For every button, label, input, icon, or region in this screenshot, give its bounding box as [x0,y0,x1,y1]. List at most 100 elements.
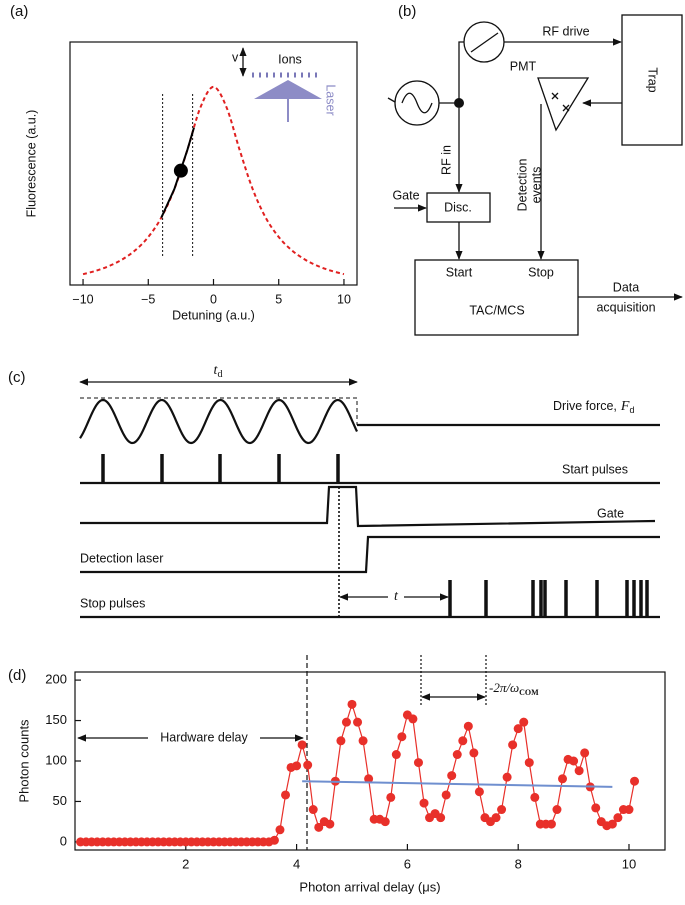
panel-label: (b) [398,3,416,20]
label: PMT [510,59,537,73]
data-point [419,798,429,808]
data-point [380,817,390,827]
data-point [341,717,351,727]
label: Start [446,265,473,279]
data-point [607,819,617,829]
inset-label: Laser [324,84,338,115]
data-point [347,699,357,709]
label: td [214,363,223,380]
data-point [397,732,407,742]
data-point [502,772,512,782]
x-tick-label: 10 [337,292,351,306]
label: events [529,167,543,204]
x-tick-label: −10 [72,292,93,306]
label: Hardware delay [160,730,248,744]
data-point [558,774,568,784]
data-point [447,771,457,781]
data-point [591,803,601,813]
data-point [173,163,188,178]
envelope [80,397,358,425]
inset-label: Ions [278,52,302,66]
laser-beam [254,80,322,99]
label: RF drive [542,24,589,38]
x-tick-label: 5 [275,292,282,306]
data-point [391,750,401,760]
diagram: RF drive Trap PMT Detection events RF in… [387,14,683,336]
timing-diagram: td Drive force, Fd Start pulses Gate Dete… [79,363,660,619]
data-point [314,822,324,832]
label: RF in [439,145,453,175]
panel-label: (a) [10,3,28,20]
data-point [497,805,507,815]
label: Data [613,280,639,294]
y-axis-label: Fluorescence (a.u.) [24,110,38,218]
data-point [624,805,634,815]
phase-shifter [470,32,499,53]
y-tick-label: 200 [45,672,67,687]
pmt [537,77,590,132]
trap [621,14,683,146]
wire [458,41,464,103]
label: acquisition [596,300,655,314]
label: TAC/MCS [469,303,524,317]
label: Start pulses [562,462,628,476]
data-point [408,714,418,724]
data-point [441,790,451,800]
label: Gate [392,188,419,202]
rf-source [401,92,433,114]
detection-laser [80,535,660,574]
data-point [308,805,318,815]
series-line [302,780,613,788]
label: Drive force, Fd [553,399,634,415]
data-point [386,792,396,802]
label: Trap [646,67,660,92]
start-pulses [101,454,340,483]
drive-force [79,398,358,445]
data-point [275,825,285,835]
data-point [580,748,590,758]
gate [80,485,656,528]
data-point [292,761,302,771]
annotations: Hardware delay -2π/ωCOM [77,655,539,850]
data-point [325,819,335,829]
label: -2π/ωCOM [489,680,539,697]
data-point [613,813,623,823]
label-bg [388,588,404,606]
data-point [474,787,484,797]
phase-shifter [463,21,505,63]
data-point [530,792,540,802]
data-point [524,758,534,768]
data-point [513,724,523,734]
label: Detection laser [80,551,163,565]
data-point [303,760,313,770]
data-point [491,813,501,823]
stop-pulses [448,580,649,617]
data-point [630,776,640,786]
label: Stop pulses [80,596,145,610]
y-tick-label: 100 [45,752,67,767]
data-point [281,790,291,800]
inset-label: v [232,50,239,64]
label-bg [148,728,260,748]
label: Detection [515,159,529,212]
pmt [551,92,570,112]
x-tick-label: 4 [293,856,300,871]
data-point [364,774,374,784]
data-point [458,736,468,746]
data-point [413,758,423,768]
y-tick-label: 0 [60,833,67,848]
data-point [519,717,529,727]
label: t [394,589,399,604]
x-tick-label: 2 [182,856,189,871]
data-point [552,805,562,815]
x-tick-label: 10 [622,856,636,871]
series-line [82,85,345,276]
data-point [569,756,579,766]
inset: Ions v Laser [232,47,338,122]
data-point [269,835,279,845]
data-point [469,748,479,758]
panel-label: (c) [8,369,26,386]
data-point [508,740,518,750]
label: Gate [597,506,624,520]
